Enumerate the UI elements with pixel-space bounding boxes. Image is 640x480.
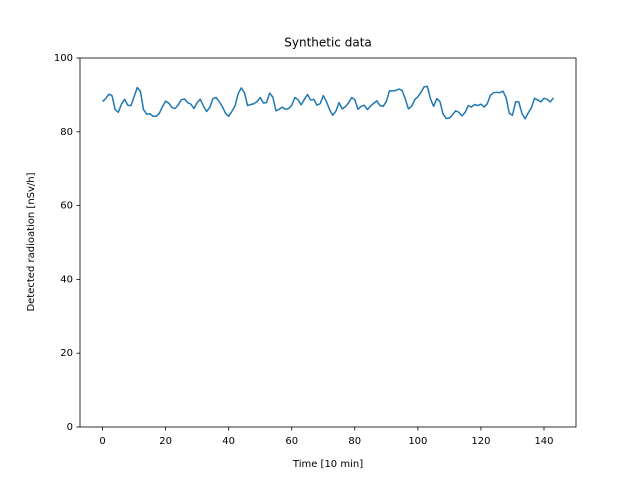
y-tick-label: 20: [60, 348, 73, 359]
x-tick-label: 120: [471, 436, 490, 447]
x-tick-label: 100: [408, 436, 427, 447]
x-tick-label: 140: [534, 436, 553, 447]
y-tick-label: 60: [60, 201, 73, 212]
x-tick-label: 80: [348, 436, 361, 447]
y-tick-label: 100: [54, 53, 73, 64]
x-axis-label: Time [10 min]: [292, 459, 363, 470]
y-axis-label: Detected radioation [nSv/h]: [26, 172, 37, 311]
chart-title: Synthetic data: [284, 36, 372, 50]
y-tick-label: 0: [67, 422, 73, 433]
x-tick-label: 0: [99, 436, 105, 447]
x-tick-label: 40: [222, 436, 235, 447]
plot-frame: [79, 57, 577, 428]
y-tick-label: 40: [60, 274, 73, 285]
data-line: [102, 85, 555, 120]
x-tick-label: 60: [285, 436, 298, 447]
y-tick-label: 80: [60, 127, 73, 138]
x-tick-label: 20: [159, 436, 172, 447]
